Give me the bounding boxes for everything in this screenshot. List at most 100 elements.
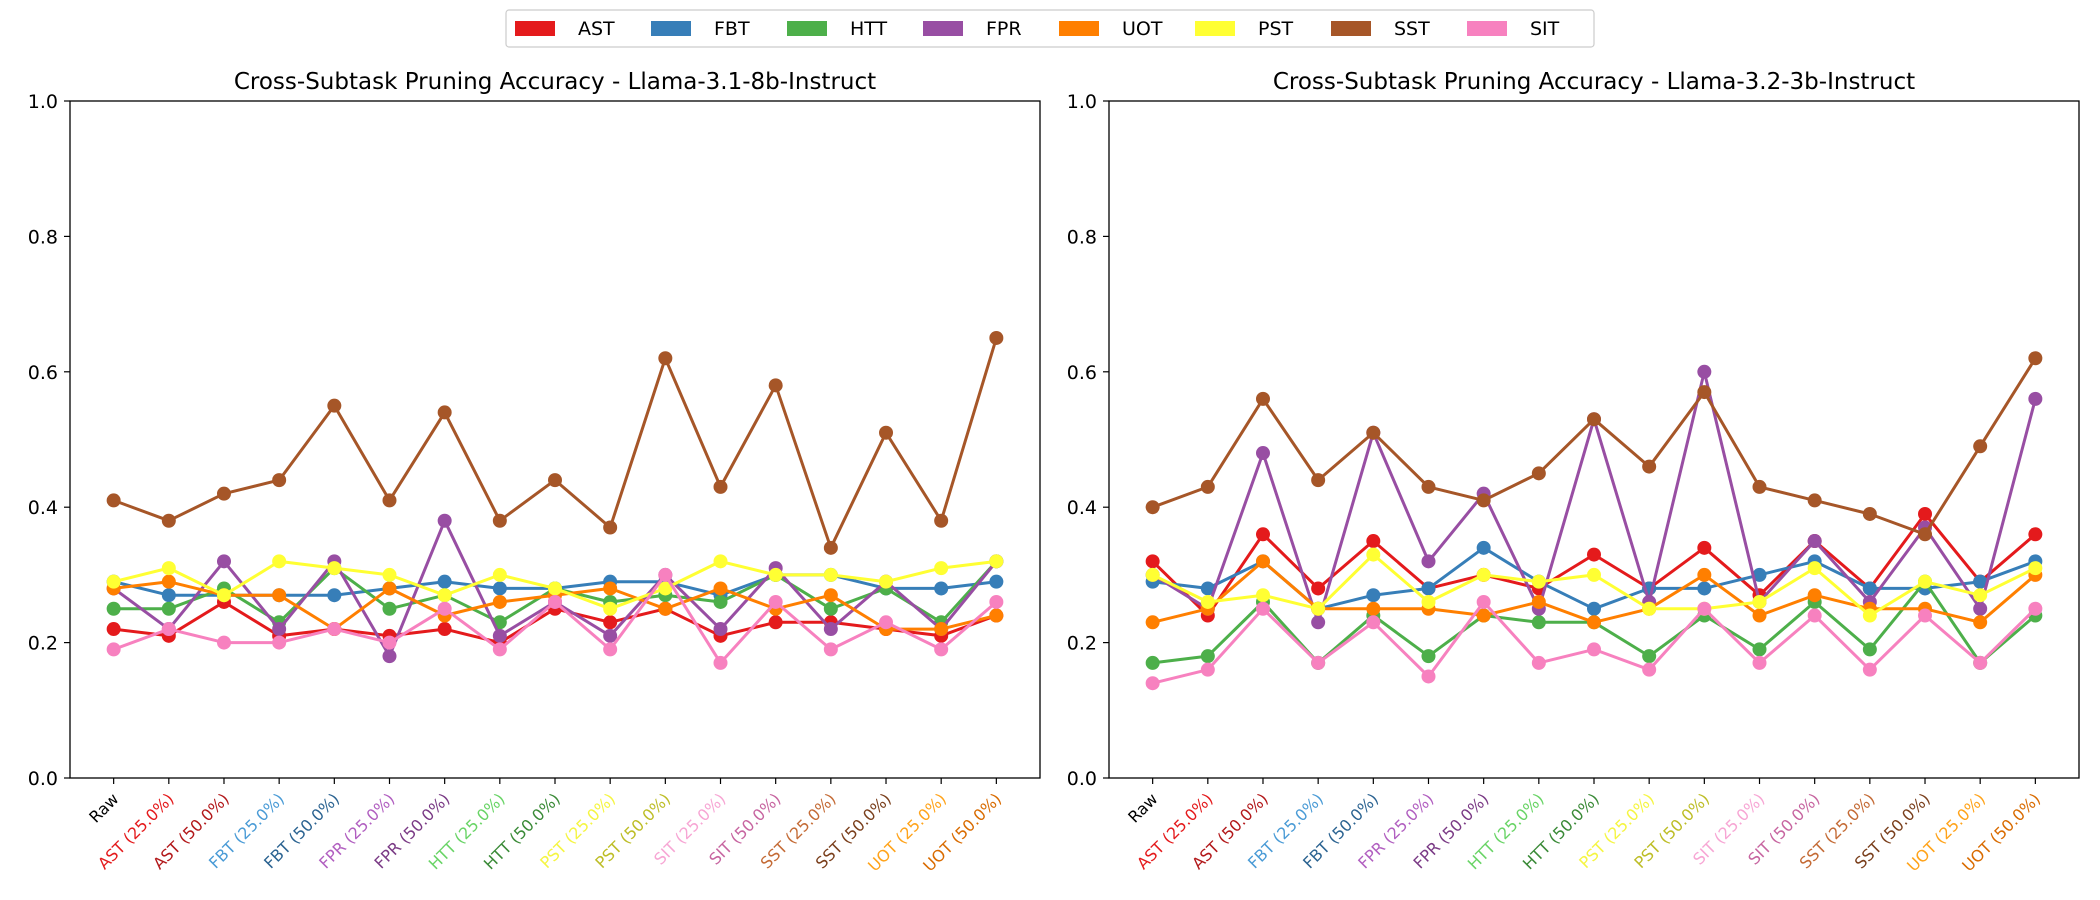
- data-point-sit: [1200, 662, 1215, 677]
- data-point-uot: [1255, 554, 1270, 569]
- data-point-sit: [216, 635, 231, 650]
- series-sst: [1145, 351, 2043, 542]
- data-point-sit: [272, 635, 287, 650]
- data-point-sst: [1255, 391, 1270, 406]
- data-point-sit: [1697, 601, 1712, 616]
- data-point-htt: [382, 601, 397, 616]
- data-point-sst: [603, 520, 618, 535]
- data-point-pst: [1255, 588, 1270, 603]
- data-point-sst: [1145, 500, 1160, 515]
- data-point-sst: [1862, 506, 1877, 521]
- data-point-pst: [1476, 567, 1491, 582]
- y-tick-label: 0.0: [1067, 768, 1097, 790]
- data-point-sit: [1862, 662, 1877, 677]
- data-point-ast: [106, 622, 121, 637]
- data-point-fpr: [1973, 601, 1988, 616]
- data-point-uot: [603, 581, 618, 596]
- data-point-htt: [1642, 649, 1657, 664]
- data-point-ast: [603, 615, 618, 630]
- legend-entry-ast: AST: [515, 18, 615, 40]
- data-point-sst: [327, 398, 342, 413]
- data-point-fbt: [161, 588, 176, 603]
- data-point-uot: [1587, 615, 1601, 630]
- data-point-fpr: [216, 554, 231, 569]
- data-point-sst: [272, 473, 287, 488]
- data-point-pst: [1642, 601, 1657, 616]
- data-point-pst: [658, 581, 673, 596]
- data-point-fbt: [1862, 581, 1877, 596]
- data-point-uot: [823, 588, 838, 603]
- data-point-sst: [1697, 385, 1712, 400]
- data-point-pst: [1973, 588, 1988, 603]
- data-point-fpr: [382, 649, 397, 664]
- y-tick-label: 0.8: [28, 226, 58, 248]
- legend-label-fbt: FBT: [714, 18, 750, 40]
- data-point-sst: [1421, 479, 1436, 494]
- data-point-fbt: [1973, 574, 1988, 589]
- data-point-sit: [492, 642, 507, 657]
- data-point-htt: [1145, 655, 1160, 670]
- y-tick-label: 0.6: [28, 362, 58, 384]
- series-pst: [1145, 547, 2043, 623]
- plots: Cross-Subtask Pruning Accuracy - Llama-3…: [28, 69, 2080, 875]
- data-point-uot: [1145, 615, 1160, 630]
- data-point-pst: [492, 567, 507, 582]
- chart-panel-1: Cross-Subtask Pruning Accuracy - Llama-3…: [28, 69, 1041, 875]
- data-point-sst: [768, 378, 783, 393]
- legend-entry-fbt: FBT: [651, 18, 750, 40]
- chart-title: Cross-Subtask Pruning Accuracy - Llama-3…: [234, 69, 876, 95]
- data-point-uot: [272, 588, 287, 603]
- data-point-sit: [879, 615, 894, 630]
- data-point-pst: [1145, 567, 1160, 582]
- data-point-sst: [989, 330, 1004, 345]
- data-point-sit: [327, 622, 342, 637]
- legend-label-fpr: FPR: [986, 18, 1022, 40]
- y-tick-label: 0.4: [28, 497, 58, 519]
- y-tick-label: 0.2: [28, 633, 58, 655]
- data-point-sst: [823, 540, 838, 555]
- legend-swatch-fbt: [651, 21, 691, 36]
- legend-label-htt: HTT: [850, 18, 888, 40]
- data-point-pst: [1862, 608, 1877, 623]
- x-tick-label: Raw: [85, 789, 122, 826]
- data-point-sst: [1531, 466, 1546, 481]
- series-line-sst: [113, 337, 998, 550]
- data-point-sst: [1587, 412, 1601, 427]
- axes-frame: [69, 100, 1041, 779]
- data-point-sit: [106, 642, 121, 657]
- data-point-pst: [382, 567, 397, 582]
- data-point-ast: [1311, 581, 1326, 596]
- data-point-fpr: [1807, 534, 1822, 549]
- data-point-sst: [437, 405, 452, 420]
- data-point-fbt: [989, 574, 1004, 589]
- legend-entry-htt: HTT: [787, 18, 888, 40]
- data-point-sit: [713, 655, 728, 670]
- data-point-ast: [2028, 527, 2043, 542]
- legend-swatch-htt: [787, 21, 827, 36]
- data-point-ast: [437, 622, 452, 637]
- data-point-uot: [713, 581, 728, 596]
- chart-title: Cross-Subtask Pruning Accuracy - Llama-3…: [1273, 69, 1915, 95]
- series-sit: [106, 567, 1004, 670]
- legend-swatch-fpr: [923, 21, 963, 36]
- data-point-pst: [989, 554, 1004, 569]
- data-point-ast: [1366, 534, 1381, 549]
- legend-swatch-pst: [1195, 21, 1235, 36]
- data-point-fpr: [492, 628, 507, 643]
- data-point-sst: [658, 351, 673, 366]
- data-point-sit: [1255, 601, 1270, 616]
- data-point-sit: [548, 594, 562, 609]
- data-point-htt: [1752, 642, 1767, 657]
- data-point-sit: [1421, 669, 1436, 684]
- data-point-sit: [768, 594, 783, 609]
- data-point-fbt: [1366, 588, 1381, 603]
- legend-entry-uot: UOT: [1059, 18, 1163, 40]
- data-point-fpr: [437, 513, 452, 528]
- data-point-htt: [713, 594, 728, 609]
- data-point-sst: [492, 513, 507, 528]
- data-point-pst: [272, 554, 287, 569]
- data-point-sst: [1366, 425, 1381, 440]
- y-tick-label: 0.2: [1067, 633, 1097, 655]
- data-point-sit: [1366, 615, 1381, 630]
